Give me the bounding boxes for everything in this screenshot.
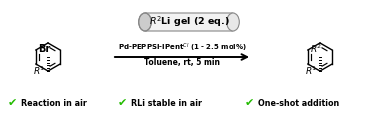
- Text: $R^{2}$Li gel (2 eq.): $R^{2}$Li gel (2 eq.): [149, 15, 229, 29]
- Ellipse shape: [227, 13, 239, 31]
- Text: ✔: ✔: [118, 98, 127, 108]
- Text: $R^2$: $R^2$: [310, 43, 322, 55]
- Text: One-shot addition: One-shot addition: [258, 99, 339, 107]
- Text: Reaction in air: Reaction in air: [21, 99, 87, 107]
- Text: Br: Br: [38, 44, 50, 54]
- FancyBboxPatch shape: [145, 13, 233, 31]
- Text: Toluene, rt, 5 min: Toluene, rt, 5 min: [144, 59, 220, 67]
- Text: Pd-PEPPSI-IPent$^{Cl}$ (1 - 2.5 mol%): Pd-PEPPSI-IPent$^{Cl}$ (1 - 2.5 mol%): [118, 42, 246, 54]
- Text: $R^1$: $R^1$: [33, 65, 45, 77]
- Text: ✔: ✔: [8, 98, 17, 108]
- Text: ✔: ✔: [245, 98, 254, 108]
- Text: RLi stable in air: RLi stable in air: [131, 99, 202, 107]
- Text: $R^1$: $R^1$: [305, 65, 317, 77]
- Ellipse shape: [139, 13, 151, 31]
